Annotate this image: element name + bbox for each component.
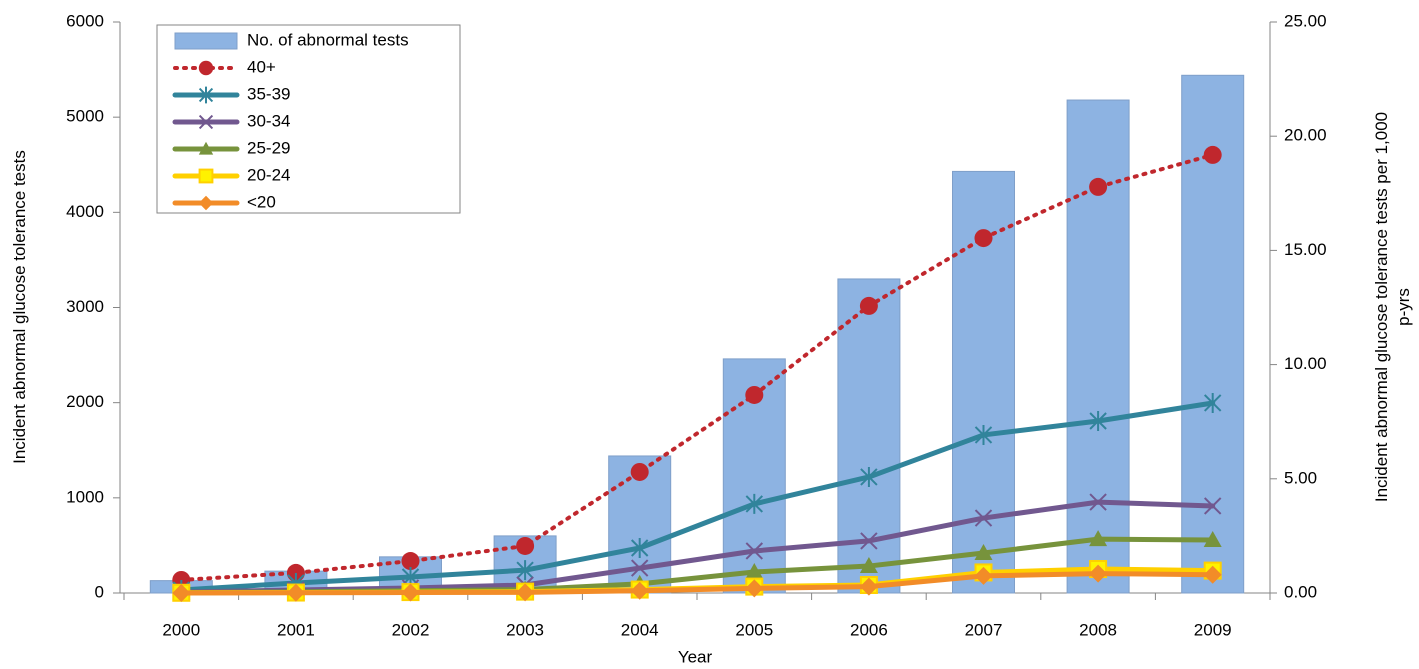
y-axis-title: Incident abnormal glucose tolerance test… bbox=[10, 150, 29, 464]
marker bbox=[172, 584, 191, 602]
x-axis-title: Year bbox=[678, 647, 713, 666]
legend-marker bbox=[198, 60, 214, 76]
marker bbox=[1089, 493, 1107, 511]
line bbox=[178, 536, 1216, 596]
bar bbox=[837, 278, 901, 594]
line bbox=[178, 400, 1216, 593]
marker bbox=[516, 536, 535, 555]
y-tick-label: 5000 bbox=[66, 107, 104, 126]
x-tick-label: 2006 bbox=[850, 620, 888, 639]
marker bbox=[630, 538, 649, 559]
x-tick-label: 2005 bbox=[735, 620, 773, 639]
legend-swatch bbox=[174, 32, 238, 50]
marker bbox=[745, 493, 764, 514]
legend: No. of abnormal tests 40+ 35-39 30-34 25-29 2… bbox=[156, 24, 461, 214]
marker bbox=[401, 552, 420, 571]
x-tick-label: 2000 bbox=[162, 620, 200, 639]
x-tick-label: 2004 bbox=[621, 620, 659, 639]
marker bbox=[859, 557, 878, 574]
legend-label: 30-34 bbox=[247, 111, 290, 130]
y2-tick-label: 20.00 bbox=[1284, 126, 1327, 145]
legend-label: <20 bbox=[247, 192, 276, 211]
x-tick-label: 2002 bbox=[392, 620, 430, 639]
y-tick-label: 2000 bbox=[66, 392, 104, 411]
marker bbox=[286, 583, 305, 602]
y-tick-label: 1000 bbox=[66, 487, 104, 506]
marker bbox=[859, 577, 878, 596]
y2-tick-label: 0.00 bbox=[1284, 582, 1317, 601]
marker bbox=[1203, 565, 1222, 584]
x-tick-label: 2001 bbox=[277, 620, 315, 639]
marker bbox=[860, 466, 878, 487]
marker bbox=[516, 583, 535, 602]
marker bbox=[1203, 145, 1222, 164]
marker bbox=[745, 562, 764, 579]
legend-marker bbox=[198, 195, 214, 211]
marker bbox=[974, 229, 993, 248]
marker bbox=[1203, 392, 1222, 413]
marker bbox=[630, 559, 649, 577]
y2-tick-label: 5.00 bbox=[1284, 468, 1317, 487]
marker bbox=[745, 385, 764, 404]
x-tick-label: 2007 bbox=[965, 620, 1003, 639]
legend-label: No. of abnormal tests bbox=[247, 30, 409, 49]
marker bbox=[1089, 177, 1108, 196]
marker bbox=[1203, 497, 1222, 515]
marker bbox=[1089, 411, 1107, 432]
legend-label: 40+ bbox=[247, 57, 276, 76]
legend-label: 25-29 bbox=[247, 138, 290, 157]
marker bbox=[630, 581, 649, 600]
y-tick-label: 3000 bbox=[66, 297, 104, 316]
marker bbox=[401, 583, 420, 602]
marker bbox=[1089, 530, 1108, 547]
marker bbox=[859, 296, 878, 315]
marker bbox=[1089, 564, 1108, 583]
x-tick-label: 2009 bbox=[1194, 620, 1232, 639]
legend-marker bbox=[198, 114, 214, 130]
marker bbox=[974, 566, 993, 585]
y-tick-label: 6000 bbox=[66, 11, 104, 30]
x-tick-label: 2003 bbox=[506, 620, 544, 639]
marker bbox=[745, 542, 764, 560]
legend-marker bbox=[198, 141, 214, 155]
marker bbox=[974, 544, 993, 561]
y2-tick-label: 15.00 bbox=[1284, 240, 1327, 259]
y2-axis-title: Incident abnormal glucose tolerance test… bbox=[1372, 111, 1413, 503]
y2-tick-label: 10.00 bbox=[1284, 354, 1327, 373]
marker bbox=[860, 532, 878, 550]
legend-label: 20-24 bbox=[247, 165, 290, 184]
legend-label: 35-39 bbox=[247, 84, 290, 103]
legend-marker bbox=[198, 168, 214, 184]
line bbox=[179, 152, 1215, 582]
marker bbox=[516, 560, 534, 581]
line bbox=[178, 571, 1216, 596]
legend-marker bbox=[198, 86, 214, 104]
y-tick-label: 0 bbox=[95, 582, 104, 601]
x-tick-label: 2008 bbox=[1079, 620, 1117, 639]
marker bbox=[745, 579, 764, 598]
marker bbox=[1203, 531, 1222, 548]
y2-tick-label: 25.00 bbox=[1284, 11, 1327, 30]
marker bbox=[974, 509, 993, 527]
y-tick-label: 4000 bbox=[66, 202, 104, 221]
marker bbox=[974, 424, 993, 445]
bar bbox=[1066, 99, 1130, 594]
marker bbox=[630, 462, 649, 481]
